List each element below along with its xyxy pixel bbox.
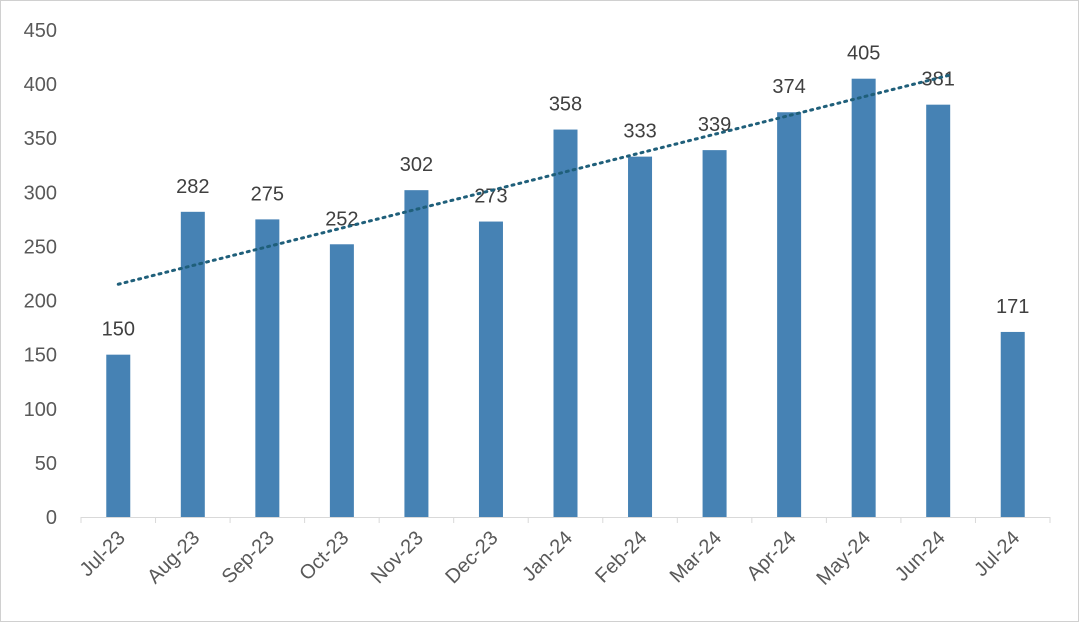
bar — [777, 112, 802, 517]
data-label: 374 — [772, 76, 805, 98]
x-tick-label: Aug-23 — [143, 527, 204, 588]
bar — [926, 104, 951, 517]
bar — [255, 219, 280, 517]
data-label: 275 — [251, 183, 284, 205]
y-tick-label: 350 — [24, 128, 57, 150]
x-tick-label: Sep-23 — [218, 527, 279, 588]
data-label: 339 — [698, 114, 731, 136]
y-tick-label: 0 — [46, 507, 57, 529]
y-axis-ticks: 0 50 100 150 200 250 300 350 400 450 — [24, 20, 57, 529]
bar — [329, 244, 354, 517]
x-tick-label: Apr-24 — [743, 527, 801, 585]
data-label: 333 — [623, 121, 656, 143]
x-tick-label: Nov-23 — [367, 527, 428, 588]
y-tick-label: 300 — [24, 182, 57, 204]
x-axis-labels: Jul-23 Aug-23 Sep-23 Oct-23 Nov-23 Dec-23 Jan-… — [76, 527, 1025, 590]
y-tick-label: 450 — [24, 20, 57, 42]
bar — [851, 78, 876, 517]
x-tick-label: May-24 — [812, 527, 875, 590]
x-tick-label: Jan-24 — [518, 527, 577, 586]
y-tick-label: 250 — [24, 236, 57, 258]
trendline — [116, 73, 952, 286]
bar — [106, 354, 131, 517]
y-tick-label: 50 — [35, 453, 57, 475]
bar — [478, 221, 503, 517]
y-tick-label: 200 — [24, 291, 57, 313]
data-label: 381 — [922, 69, 955, 91]
data-label: 171 — [996, 296, 1029, 318]
x-tick-label: Feb-24 — [591, 527, 651, 587]
data-label: 150 — [102, 319, 135, 341]
bars — [106, 78, 1025, 518]
x-axis-tick-marks — [80, 517, 1051, 523]
x-tick-label: Jul-23 — [76, 527, 130, 581]
data-label: 302 — [400, 154, 433, 176]
data-label: 273 — [474, 186, 507, 208]
bar — [404, 190, 429, 517]
x-tick-label: Oct-23 — [295, 527, 353, 585]
data-label: 358 — [549, 94, 582, 116]
bar — [702, 150, 727, 518]
bar — [628, 156, 653, 517]
x-tick-label: Jun-24 — [891, 527, 950, 586]
y-tick-label: 150 — [24, 345, 57, 367]
y-tick-label: 100 — [24, 399, 57, 421]
x-tick-label: Jul-24 — [970, 527, 1024, 581]
bar — [1000, 331, 1025, 517]
x-tick-label: Dec-23 — [441, 527, 502, 588]
bar — [553, 129, 578, 517]
y-tick-label: 400 — [24, 74, 57, 96]
bar — [180, 211, 205, 517]
data-label: 405 — [847, 43, 880, 65]
x-tick-label: Mar-24 — [666, 527, 726, 587]
data-label: 282 — [176, 176, 209, 198]
